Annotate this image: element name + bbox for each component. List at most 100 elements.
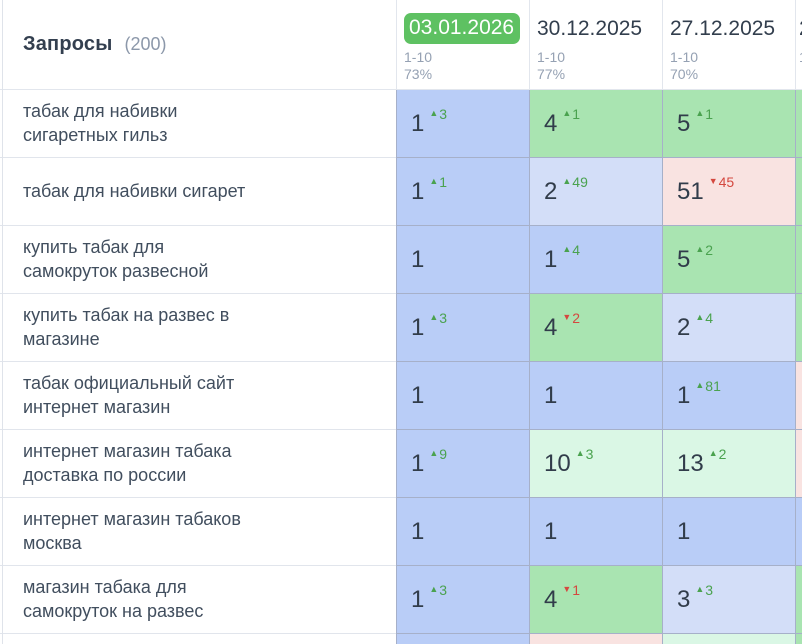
query-cell[interactable]: магазин табака для самокруток на развес (0, 566, 396, 634)
position-value: 2 (544, 177, 558, 205)
position-cell-clipped[interactable] (795, 566, 802, 634)
position-cell[interactable]: 1 (396, 498, 529, 566)
date-line: 30.12.2025 (537, 12, 662, 45)
position-change-up: ▲ 2 (709, 446, 727, 462)
position-change-up: ▲ 1 (429, 174, 447, 190)
position-value: 4 (544, 109, 558, 137)
position-cell[interactable]: 51 ▼ 45 (662, 158, 795, 226)
position-cell-clipped[interactable] (795, 226, 802, 294)
date-label[interactable]: 27.12.2025 (670, 16, 776, 40)
date-column-header-2[interactable]: 30.12.2025 1-10 77% (529, 0, 662, 89)
up-triangle-icon: ▲ (429, 108, 439, 118)
position-value: 1 (677, 381, 691, 409)
date-line: 2 (799, 12, 802, 45)
position-cell[interactable]: 1 ▲ 3 (396, 566, 529, 634)
position-value: 1 (411, 245, 425, 273)
change-value: 45 (718, 173, 735, 190)
top10-range-and-percent: 1-10 73% (404, 49, 433, 83)
position-cell-clipped[interactable] (795, 158, 802, 226)
change-value: 4 (705, 309, 714, 326)
position-change-up: ▲ 3 (576, 446, 594, 462)
position-change-up: ▲ 1 (695, 106, 713, 122)
position-cell-clipped[interactable] (795, 430, 802, 498)
position-change-up: ▲ 1 (562, 106, 580, 122)
query-cell[interactable]: интернет магазин табака доставка по росс… (0, 430, 396, 498)
date-column-header-4-clipped[interactable]: 21 (795, 0, 802, 89)
position-value: 5 (677, 245, 691, 273)
date-badge[interactable]: 03.01.2026 (404, 13, 521, 44)
position-cell[interactable]: 2 ▲ 49 (529, 158, 662, 226)
position-change-down: ▼ 1 (562, 582, 580, 598)
query-cell[interactable]: табак официальный сайт интернет магазин (0, 362, 396, 430)
position-cell-clipped[interactable] (795, 498, 802, 566)
position-value: 4 (544, 313, 558, 341)
position-cell[interactable]: 5 ▲ 1 (662, 90, 795, 158)
position-cell[interactable]: 1 ▲ 81 (662, 362, 795, 430)
position-cell-clipped[interactable] (795, 90, 802, 158)
query-cell[interactable]: табак для набивки сигарет (0, 158, 396, 226)
position-change-up: ▲ 3 (429, 582, 447, 598)
queries-header-cell: Запросы (200) (0, 0, 396, 89)
table-body: табак для набивки сигаретных гильз 1 ▲ 3 4 ▲ 1… (0, 90, 802, 644)
table-row: табак официальный сайт интернет магазин 1… (0, 362, 802, 430)
position-cell[interactable]: 1 ▲ 3 (396, 90, 529, 158)
position-value: 1 (411, 313, 425, 341)
date-label[interactable]: 30.12.2025 (537, 16, 643, 40)
position-cell-clipped[interactable] (795, 634, 802, 644)
query-cell[interactable]: табак для набивки сигаретных гильз (0, 90, 396, 158)
position-cell[interactable]: 1 (662, 498, 795, 566)
position-value: 1 (411, 381, 425, 409)
position-cell[interactable]: 1 (396, 226, 529, 294)
query-cell[interactable]: купить табак на развес в магазине (0, 294, 396, 362)
queries-count: (200) (124, 34, 167, 54)
down-triangle-icon: ▼ (562, 312, 572, 322)
position-cell[interactable]: 2 ▲ 4 (662, 294, 795, 362)
position-cell[interactable]: 1 ▲ 1 (396, 158, 529, 226)
position-change-up: ▲ 3 (695, 582, 713, 598)
position-change-down: ▼ 45 (709, 174, 735, 190)
change-value: 3 (705, 581, 714, 598)
change-value: 3 (585, 445, 594, 462)
top10-range-and-percent: 1 (799, 49, 802, 66)
position-cell[interactable]: 3 ▲ 3 (662, 566, 795, 634)
position-cell[interactable]: 1 (529, 498, 662, 566)
position-cell[interactable]: 5 ▲ 2 (662, 226, 795, 294)
position-cell[interactable]: 4 ▼ 2 (529, 294, 662, 362)
position-cell[interactable]: 1 ▲ 4 (529, 226, 662, 294)
up-triangle-icon: ▲ (429, 584, 439, 594)
position-cell[interactable]: 10 ▲ 3 (529, 430, 662, 498)
position-cell[interactable]: 1 ▲ 9 (396, 430, 529, 498)
position-cell-clipped[interactable] (795, 362, 802, 430)
position-value: 5 (677, 109, 691, 137)
position-cell[interactable]: 1 (396, 362, 529, 430)
position-cell[interactable]: 1 (529, 362, 662, 430)
up-triangle-icon: ▲ (695, 312, 705, 322)
date-columns: 03.01.2026 1-10 73% 30.12.2025 1-10 77% 27.1… (396, 0, 802, 89)
table-header-row: Запросы (200) 03.01.2026 1-10 73% 30.12.20… (0, 0, 802, 90)
position-change-up: ▲ 3 (429, 106, 447, 122)
position-value: 1 (411, 585, 425, 613)
date-column-header-3[interactable]: 27.12.2025 1-10 70% (662, 0, 795, 89)
query-cell[interactable]: интернет магазин табаков москва (0, 498, 396, 566)
query-cell[interactable]: купить табак для самокруток развесной (0, 226, 396, 294)
position-cell[interactable]: 1 ▲ 3 (396, 294, 529, 362)
position-value: 1 (677, 517, 691, 545)
date-column-header-1[interactable]: 03.01.2026 1-10 73% (396, 0, 529, 89)
query-cell[interactable] (0, 634, 396, 644)
position-cell[interactable] (529, 634, 662, 644)
position-cell[interactable] (396, 634, 529, 644)
change-value: 9 (439, 445, 448, 462)
position-cell[interactable]: 13 ▲ 2 (662, 430, 795, 498)
date-label[interactable]: 2 (799, 17, 802, 41)
date-line: 03.01.2026 (404, 12, 529, 45)
position-cell[interactable]: 4 ▲ 1 (529, 90, 662, 158)
top10-range-and-percent: 1-10 77% (537, 49, 566, 83)
change-value: 1 (705, 105, 714, 122)
table-row: табак для набивки сигарет 1 ▲ 1 2 ▲ 49 51 ▼ 45 (0, 158, 802, 226)
position-change-up: ▲ 2 (695, 242, 713, 258)
position-cell-clipped[interactable] (795, 294, 802, 362)
position-cell[interactable]: 4 ▼ 1 (529, 566, 662, 634)
change-value: 2 (572, 309, 581, 326)
position-cell[interactable] (662, 634, 795, 644)
up-triangle-icon: ▲ (429, 176, 439, 186)
